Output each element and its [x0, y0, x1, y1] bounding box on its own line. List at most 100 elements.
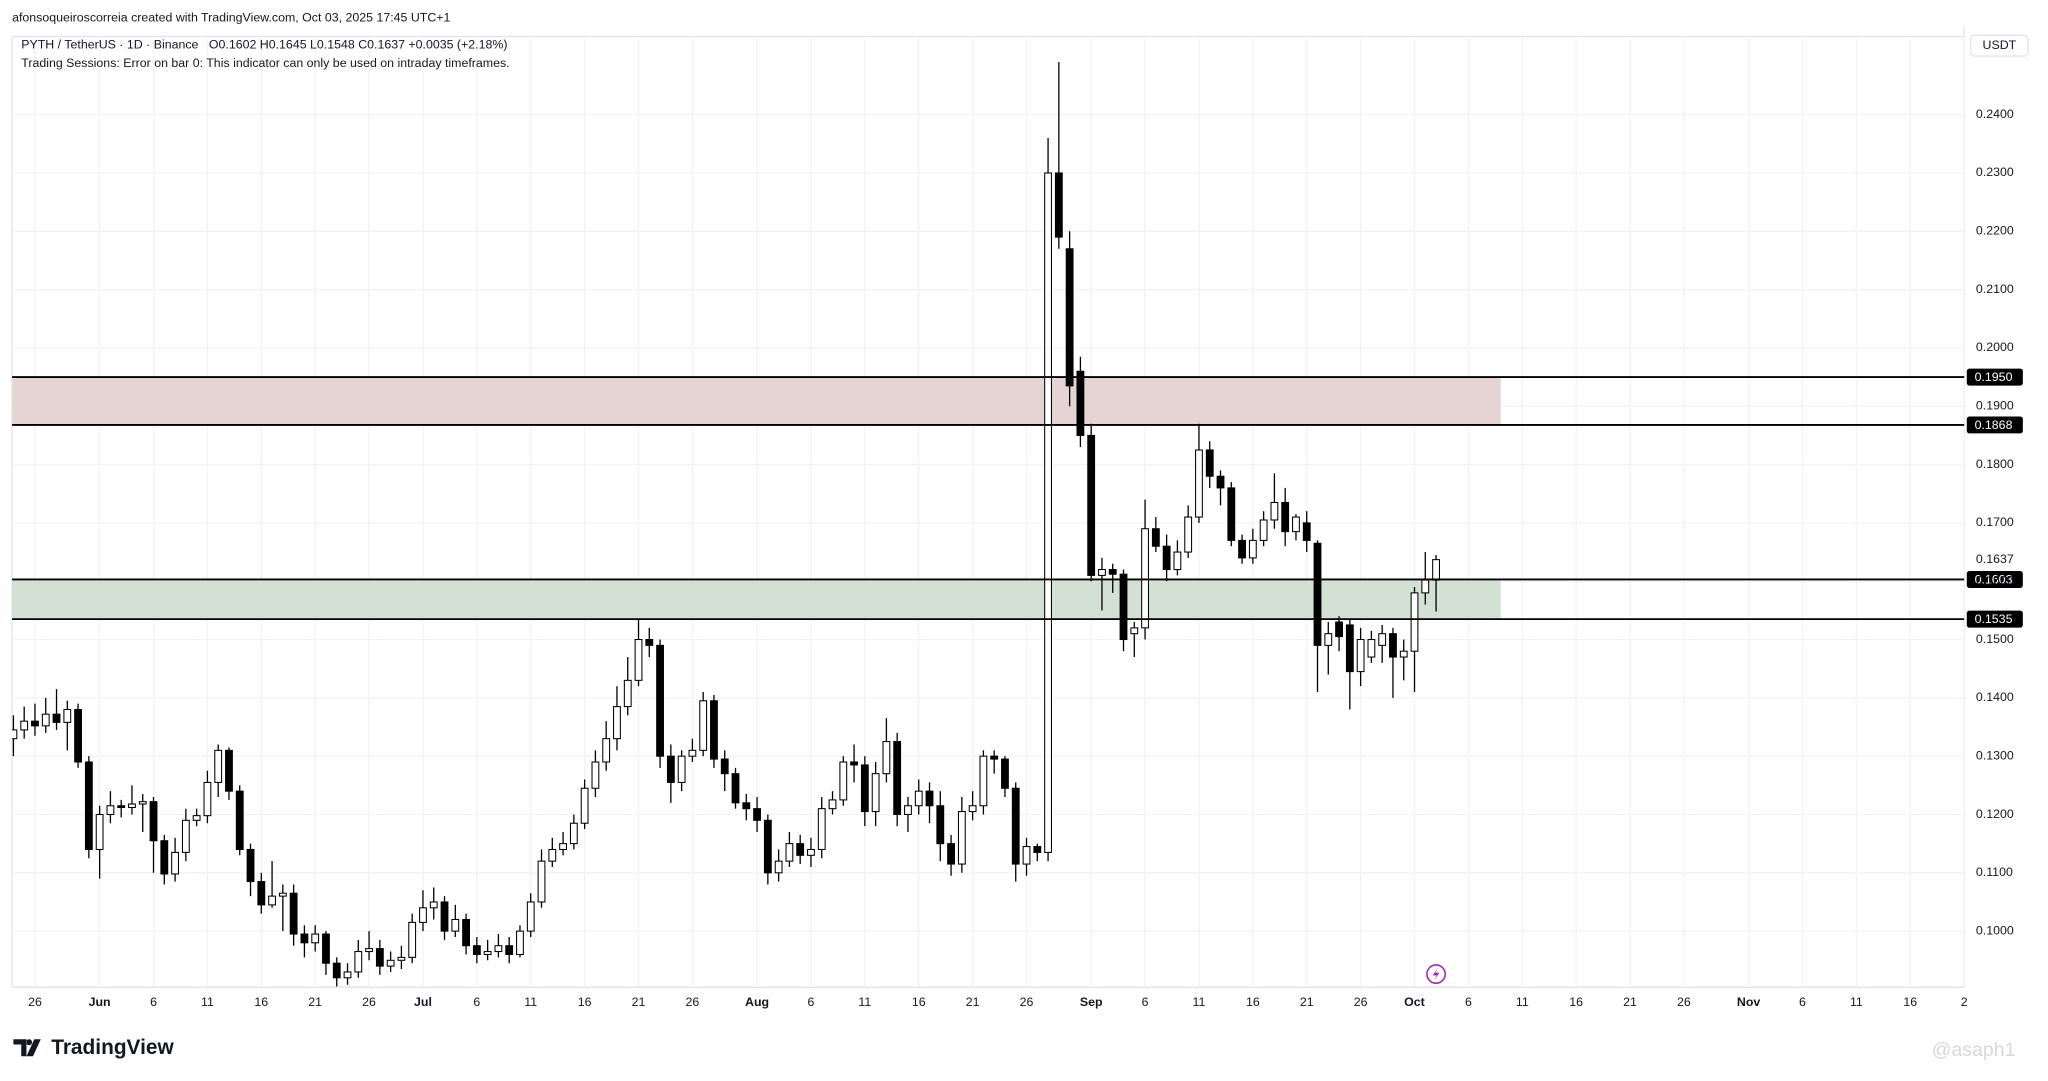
symbol-legend: PYTH / TetherUS · 1D · Binance O0.1602 H0… — [21, 38, 507, 52]
candle-body — [343, 971, 352, 979]
candle-body — [20, 720, 29, 731]
y-tick-label: 0.2000 — [1976, 340, 2014, 354]
level-label: 0.1868 — [1975, 418, 2013, 432]
level-label-box — [1966, 416, 2023, 434]
candle-body — [1022, 846, 1031, 865]
credit: afonsoqueiroscorreia created with Tradin… — [12, 11, 450, 25]
x-tick-label: 6 — [150, 995, 157, 1009]
candle-body — [1162, 545, 1171, 571]
candle-body — [386, 959, 395, 967]
candle-body — [505, 945, 514, 955]
brand: TradingView — [51, 1036, 174, 1059]
currency-box — [1970, 34, 2029, 57]
x-tick-label: 21 — [1623, 995, 1637, 1009]
candle-body — [225, 749, 233, 792]
candle-body — [149, 801, 158, 842]
candle-body — [1087, 434, 1096, 576]
candle-body — [1141, 528, 1149, 629]
candle-body — [1421, 579, 1430, 594]
x-tick-label: 11 — [1850, 995, 1863, 1009]
candle-body — [1356, 639, 1365, 673]
candle-body — [160, 840, 169, 875]
x-tick-label: 21 — [966, 995, 980, 1009]
y-tick-label: 0.2200 — [1976, 224, 2014, 238]
zone — [12, 377, 1501, 425]
x-tick-label: 26 — [28, 995, 42, 1009]
candle-body — [95, 813, 104, 851]
x-tick-label: Sep — [1080, 995, 1103, 1009]
x-tick-label: 26 — [1677, 995, 1691, 1009]
candle-body — [839, 761, 848, 801]
axes: 0.1000 0.1100 0.1200 0.1300 0.1400 0.1500 0.16… — [28, 107, 2014, 1009]
y-tick-label: 0.1500 — [1976, 632, 2014, 646]
candle-body — [763, 819, 772, 874]
candle-body — [1281, 501, 1290, 533]
candle-body — [31, 720, 39, 727]
indicator-notice: Trading Sessions: Error on bar 0: This i… — [21, 56, 509, 70]
candle-body — [828, 799, 837, 810]
candle-body — [106, 805, 115, 816]
y-tick-label: 0.2100 — [1976, 282, 2014, 296]
candle-body — [483, 951, 492, 955]
candle-body — [332, 962, 341, 979]
y-tick-label: 0.1000 — [1976, 923, 2014, 937]
candle-body — [128, 803, 136, 809]
x-tick-label: Nov — [1737, 995, 1760, 1009]
candle-body — [968, 805, 977, 813]
candle-body — [774, 860, 783, 874]
candle-body — [1432, 559, 1440, 581]
candle-body — [1270, 501, 1279, 521]
candle-body — [699, 700, 708, 751]
candle-body — [1119, 573, 1128, 641]
x-tick-label: 21 — [1300, 995, 1314, 1009]
x-tick-label: 16 — [1903, 995, 1917, 1009]
candle-body — [1130, 627, 1139, 635]
x-tick-label: 16 — [912, 995, 926, 1009]
candle-body — [1292, 516, 1300, 533]
x-tick-label: 6 — [473, 995, 480, 1009]
candle-body — [677, 755, 686, 783]
candle-body — [1098, 569, 1106, 576]
candle-body — [311, 933, 320, 944]
candle-body — [246, 848, 255, 883]
x-tick-label: 6 — [1799, 995, 1806, 1009]
candle-body — [1367, 639, 1376, 658]
ohlc-legend: O0.1602 H0.1645 L0.1548 C0.1637 +0.0035 … — [209, 38, 508, 52]
currency: USDT — [1983, 38, 2017, 52]
candle-body — [925, 790, 934, 807]
x-tick-label: 6 — [808, 995, 815, 1009]
candle-body — [289, 892, 298, 935]
candle-body — [904, 805, 912, 816]
candle-body — [41, 713, 50, 727]
x-tick-label: 11 — [524, 995, 537, 1009]
candle-body — [278, 892, 287, 897]
x-tick-label: 6 — [1142, 995, 1149, 1009]
candle-body — [1399, 650, 1408, 658]
candle-body — [1033, 846, 1042, 853]
candle-body — [12, 729, 18, 740]
candle-body — [1410, 592, 1419, 652]
levels: 0.1950 0.1868 0.1603 0.1535 0.1637 — [12, 368, 2023, 628]
chart-title: PYTH / TetherUS · 1D · Binance — [21, 38, 198, 52]
candle-body — [936, 805, 945, 845]
candles — [12, 62, 1440, 987]
x-tick-label: 11 — [201, 995, 214, 1009]
candle-body — [742, 802, 751, 810]
watermark: @asaph1 — [1932, 1039, 2016, 1061]
x-tick-label: 26 — [1020, 995, 1034, 1009]
x-tick-label: 11 — [1193, 995, 1206, 1009]
level-label: 0.1950 — [1975, 370, 2013, 384]
candle-body — [354, 951, 363, 973]
candle-body — [1065, 248, 1074, 387]
candle-body — [397, 956, 406, 961]
candle-body — [117, 805, 126, 809]
x-tick-label: 26 — [362, 995, 376, 1009]
last-price-label: 0.1637 — [1976, 552, 2014, 566]
x-tick-label: 2 — [1961, 995, 1968, 1009]
candle-body — [1044, 172, 1052, 853]
candle-body — [947, 843, 955, 865]
y-tick-label: 0.1200 — [1976, 807, 2014, 821]
